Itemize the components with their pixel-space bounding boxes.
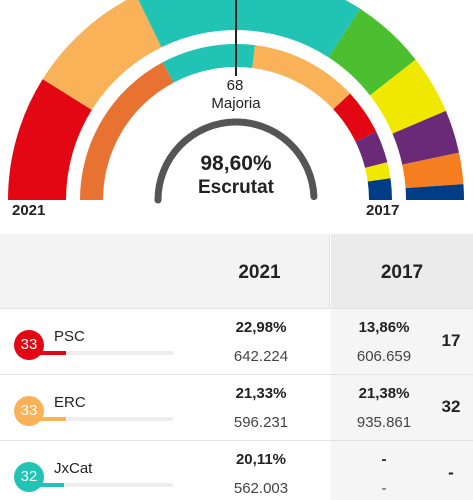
party-bar-track xyxy=(30,483,173,487)
votes-2021: 562.003 xyxy=(233,480,289,497)
col-2017-bg xyxy=(331,375,473,441)
arc-segment xyxy=(328,8,416,96)
seats-badge: 33 xyxy=(14,396,44,426)
arc-segment xyxy=(138,0,361,58)
seats-badge: 32 xyxy=(14,462,44,492)
arc-segment xyxy=(402,152,464,189)
party-name: ERC xyxy=(54,394,86,411)
hemicycle-svg xyxy=(8,0,464,204)
col-2017-bg xyxy=(331,441,473,500)
party-bar xyxy=(30,483,64,487)
arc-segment xyxy=(365,162,391,182)
year-right-label: 2017 xyxy=(366,202,400,219)
party-row-erc[interactable]: 33 ERC 21,33% 596.231 21,38% 935.861 32 xyxy=(0,374,473,441)
header-2017-label: 2017 xyxy=(380,262,424,283)
party-name: PSC xyxy=(54,328,85,345)
percent-2021: 20,11% xyxy=(235,451,287,468)
header-blank xyxy=(0,234,190,308)
majority-number: 68 xyxy=(226,77,244,94)
seats-badge: 33 xyxy=(14,330,44,360)
arc-segment xyxy=(42,0,162,110)
results-table: 2021 2017 33 PSC 22,98% 642.224 13,86% 6… xyxy=(0,234,473,500)
votes-2017: 606.659 xyxy=(356,348,412,365)
counted-percent: 98,60% xyxy=(200,152,272,175)
arc-segment xyxy=(252,45,351,110)
count-gauge-arc xyxy=(154,118,318,204)
count-gauge xyxy=(154,118,318,204)
col-2017-bg xyxy=(331,309,473,375)
party-bar xyxy=(30,351,66,355)
counted-label: Escrutat xyxy=(197,177,275,198)
votes-2021: 642.224 xyxy=(233,348,289,365)
inner-arc-2021 xyxy=(80,44,393,200)
percent-2017: 13,86% xyxy=(358,319,410,336)
votes-2017: - xyxy=(381,480,387,497)
arc-segment xyxy=(8,79,92,200)
seats-2017: 17 xyxy=(441,331,461,350)
column-header-2021[interactable]: 2021 xyxy=(190,234,330,308)
votes-2021: 596.231 xyxy=(233,414,289,431)
votes-2017: 935.861 xyxy=(356,414,412,431)
party-bar xyxy=(30,417,66,421)
outer-arc-2017 xyxy=(8,0,464,200)
arc-segment xyxy=(162,44,256,83)
party-bar-track xyxy=(30,417,173,421)
hemicycle-chart: 68 Majoria 98,60% Escrutat 2021 2017 xyxy=(0,0,473,232)
percent-2017: - xyxy=(381,451,387,468)
arc-segment xyxy=(392,110,460,165)
arc-segment xyxy=(367,178,393,200)
header-2021-label: 2021 xyxy=(238,262,281,283)
party-row-jxcat[interactable]: 32 JxCat 20,11% 562.003 - - - xyxy=(0,440,473,500)
party-bar-track xyxy=(30,351,173,355)
percent-2021: 22,98% xyxy=(235,319,287,336)
percent-2017: 21,38% xyxy=(358,385,410,402)
arc-segment xyxy=(405,184,464,200)
arc-segment xyxy=(80,62,174,200)
arc-segment xyxy=(333,93,377,142)
percent-2021: 21,33% xyxy=(235,385,287,402)
column-header-2017[interactable]: 2017 xyxy=(331,234,473,308)
arc-segment xyxy=(369,59,446,134)
party-name: JxCat xyxy=(54,460,93,477)
majority-label: Majoria xyxy=(211,95,261,112)
arc-segment xyxy=(355,131,388,168)
seats-2017: - xyxy=(448,463,454,482)
year-left-label: 2021 xyxy=(12,202,46,219)
seats-2017: 32 xyxy=(441,397,461,416)
party-row-psc[interactable]: 33 PSC 22,98% 642.224 13,86% 606.659 17 xyxy=(0,308,473,375)
